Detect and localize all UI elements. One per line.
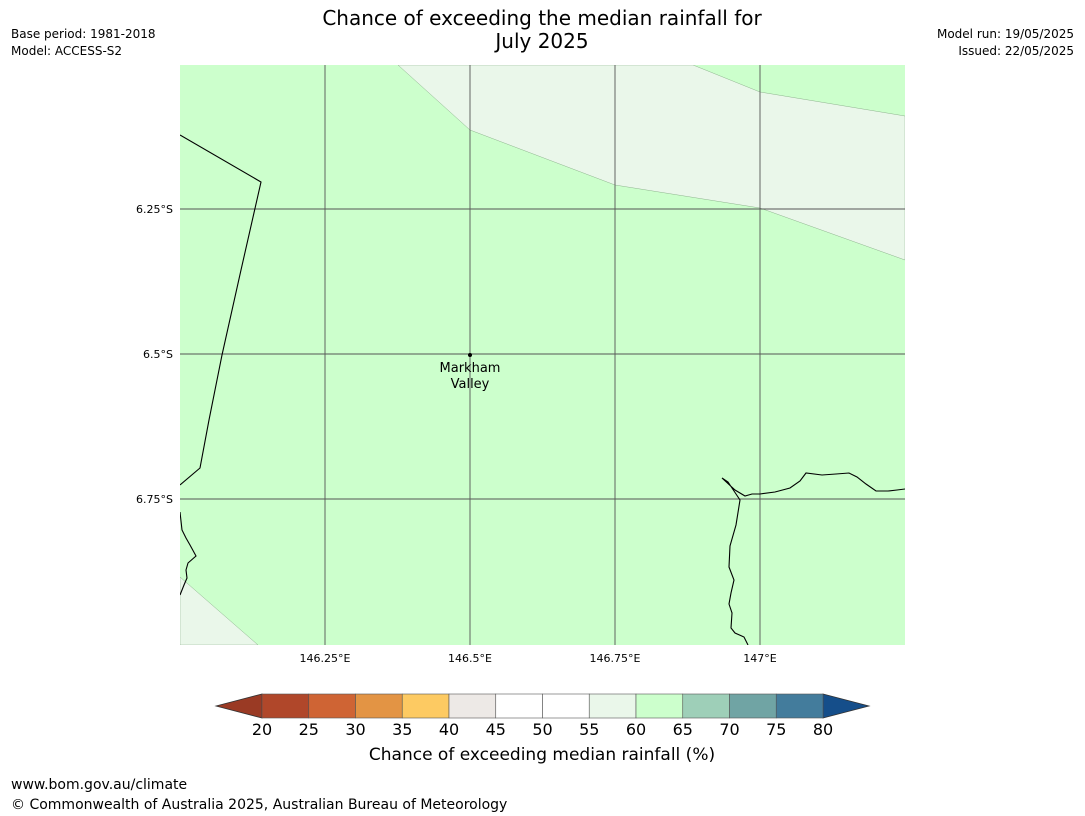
probability-band-55-60-north — [397, 65, 905, 261]
province-border — [180, 134, 262, 486]
colorbar-segment-50-55 — [542, 693, 590, 719]
colorbar-over-arrow — [822, 693, 871, 719]
colorbar-title: Chance of exceeding median rainfall (%) — [368, 745, 716, 765]
colorbar-tick-50: 50 — [532, 720, 552, 739]
colorbar-segment-55-60 — [588, 693, 637, 719]
forecast-map: Markham Valley 6.25°S 6.5°S 6.75°S 146.2… — [136, 65, 905, 665]
colorbar-segment-35-40 — [401, 693, 450, 719]
colorbar-segment-20-25 — [261, 693, 310, 719]
colorbar-segments — [261, 693, 824, 719]
lon-label-146.5: 146.5°E — [448, 652, 492, 665]
colorbar-tick-60: 60 — [626, 720, 646, 739]
colorbar-segment-40-45 — [448, 693, 497, 719]
lat-label-6.25: 6.25°S — [136, 203, 173, 216]
colorbar-tick-25: 25 — [299, 720, 319, 739]
coastline-west — [180, 511, 197, 596]
base-period-text: Base period: 1981-2018 — [11, 27, 156, 41]
colorbar-tick-20: 20 — [252, 720, 272, 739]
colorbar-tick-65: 65 — [673, 720, 693, 739]
colorbar-segment-75-80 — [775, 693, 824, 719]
lon-label-146.25: 146.25°E — [300, 652, 351, 665]
markham-valley-marker — [468, 353, 472, 357]
place-label-markham: Markham — [440, 361, 501, 376]
lat-label-6.5: 6.5°S — [143, 348, 173, 361]
colorbar-legend: 20 25 30 35 40 45 50 55 60 65 70 75 80 — [214, 693, 871, 739]
colorbar-tick-35: 35 — [392, 720, 412, 739]
map-area: Markham Valley — [180, 65, 905, 645]
colorbar-tick-80: 80 — [813, 720, 833, 739]
metadata-right: Model run: 19/05/2025 Issued: 22/05/2025 — [937, 26, 1074, 60]
map-title: Chance of exceeding the median rainfall … — [242, 7, 842, 53]
colorbar-tick-70: 70 — [719, 720, 739, 739]
probability-band-55-60-southwest — [180, 576, 259, 645]
colorbar-tick-labels: 20 25 30 35 40 45 50 55 60 65 70 75 80 — [252, 720, 833, 739]
colorbar-under-arrow — [214, 693, 263, 719]
model-run-text: Model run: 19/05/2025 — [936, 27, 1074, 41]
colorbar-segment-65-70 — [682, 693, 730, 719]
coastlines-and-borders — [180, 134, 905, 645]
colorbar-segment-25-30 — [308, 693, 356, 719]
footer: www.bom.gov.au/climate © Commonwealth of… — [11, 775, 507, 815]
lon-label-147: 147°E — [743, 652, 776, 665]
title-line-2: July 2025 — [495, 29, 589, 53]
metadata-left: Base period: 1981-2018 Model: ACCESS-S2 — [11, 26, 156, 60]
issued-text: Issued: 22/05/2025 — [958, 44, 1074, 58]
colorbar-tick-30: 30 — [345, 720, 365, 739]
model-text: Model: ACCESS-S2 — [11, 44, 123, 58]
colorbar-segment-45-50 — [495, 693, 543, 719]
title-line-1: Chance of exceeding the median rainfall … — [322, 6, 762, 30]
website-link[interactable]: www.bom.gov.au/climate — [11, 777, 188, 793]
colorbar-segment-60-65 — [635, 693, 684, 719]
colorbar-tick-45: 45 — [486, 720, 506, 739]
lon-label-146.75: 146.75°E — [590, 652, 641, 665]
copyright-text: © Commonwealth of Australia 2025, Austra… — [11, 797, 508, 813]
colorbar-tick-40: 40 — [439, 720, 459, 739]
coastline-east — [721, 472, 905, 645]
lat-label-6.75: 6.75°S — [136, 493, 173, 506]
place-label-valley: Valley — [451, 377, 490, 392]
colorbar-segment-70-75 — [729, 693, 777, 719]
colorbar-tick-55: 55 — [579, 720, 599, 739]
colorbar-segment-30-35 — [355, 693, 403, 719]
colorbar-tick-75: 75 — [766, 720, 786, 739]
